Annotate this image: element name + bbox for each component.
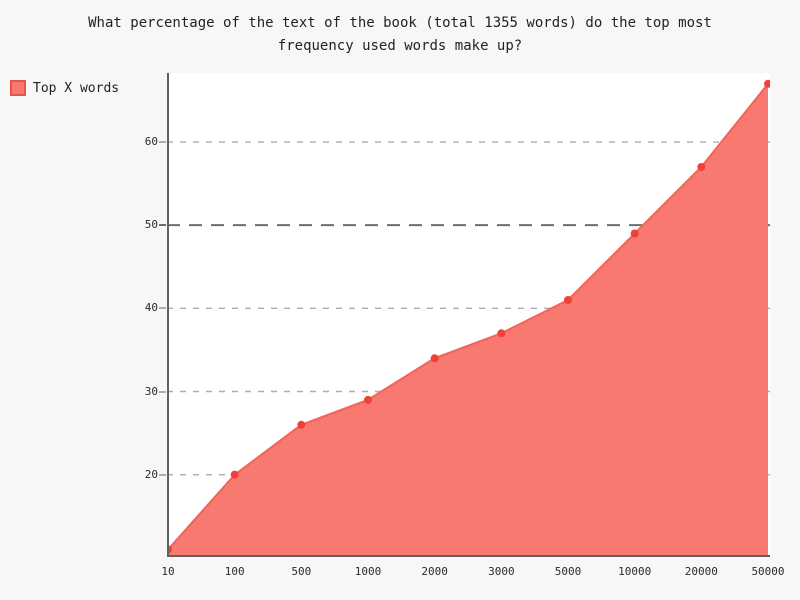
data-point [430,354,439,363]
y-tick-mark [159,307,166,310]
data-point [630,229,639,238]
x-tick-label: 1000 [354,565,382,578]
data-point [364,395,372,404]
chart-title: What percentage of the text of the book … [88,15,712,54]
y-tick-label: 20 [144,467,158,481]
x-tick-label: 20000 [684,565,718,578]
x-tick-label: 500 [291,565,312,578]
y-tick-label: 30 [144,384,158,398]
y-tick-label: 50 [144,218,158,232]
data-point [497,329,506,338]
area-chart-svg [167,73,770,557]
x-tick-label: 3000 [488,565,515,578]
y-tick-mark [159,224,166,227]
data-point [297,420,306,429]
legend-label: Top X words [33,80,120,96]
y-tick-mark [159,141,166,144]
data-point [564,296,572,305]
x-tick-label: 2000 [421,565,448,578]
y-tick-label: 60 [144,135,158,149]
area-fill [168,83,768,557]
x-tick-label: 10 [161,565,175,578]
x-tick-label: 50000 [751,565,785,578]
data-point [764,79,770,88]
plot-area [167,73,770,557]
x-tick-label: 5000 [554,565,582,578]
x-tick-label: 100 [224,565,245,578]
y-tick-mark [159,390,166,393]
data-point [697,162,706,171]
x-tick-label: 10000 [618,565,652,578]
series-line [167,83,769,551]
y-tick-label: 40 [144,301,158,315]
legend: Top X words [10,80,119,96]
y-tick-mark [159,473,166,476]
data-point [230,470,239,479]
legend-swatch [10,80,26,96]
